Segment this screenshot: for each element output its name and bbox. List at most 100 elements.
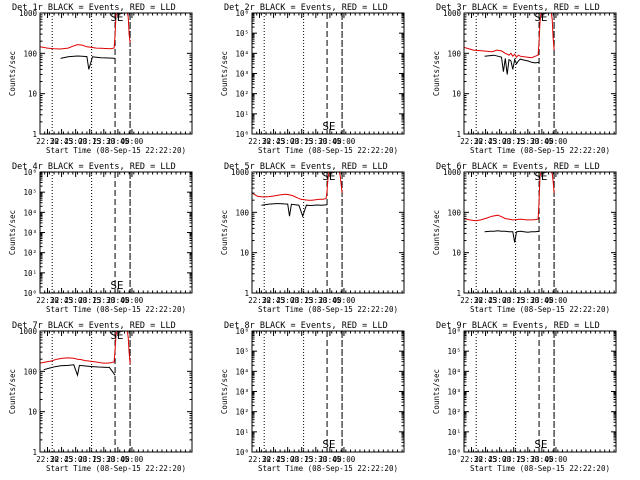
ytick-label: 10¹ — [23, 269, 37, 278]
xtick-label: 22:45 — [474, 455, 497, 464]
ytick-label: 10¹ — [235, 110, 249, 119]
xtick-label: 23:15 — [78, 455, 101, 464]
xtick-label: 00:00 — [333, 455, 356, 464]
ytick-label: 10² — [447, 408, 461, 417]
ytick-label: 10⁴ — [235, 367, 249, 376]
ytick-label: 10⁶ — [235, 9, 249, 18]
ytick-label: 10⁰ — [23, 289, 37, 298]
ytick-label: 10⁰ — [447, 448, 461, 457]
ytick-label: 10⁵ — [447, 347, 461, 356]
series-lld-tail — [338, 172, 343, 194]
xtick-label: 23:30 — [93, 455, 116, 464]
y-axis-label: Counts/sec — [432, 210, 441, 255]
xtick-label: 22:45 — [50, 455, 73, 464]
y-axis-label: Counts/sec — [220, 210, 229, 255]
panel-title: Det 7r BLACK = Events, RED = LLD — [12, 321, 176, 331]
panel-title: Det 4r BLACK = Events, RED = LLD — [12, 162, 176, 172]
ytick-label: 1 — [456, 289, 461, 298]
ytick-label: 10 — [240, 249, 250, 258]
xtick-label: 00:00 — [121, 455, 144, 464]
series-lld-tail — [550, 13, 555, 51]
ytick-label: 1000 — [231, 168, 250, 177]
series-events — [43, 364, 116, 378]
xtick-label: 00:00 — [333, 137, 356, 146]
ytick-label: 100 — [23, 49, 37, 58]
ytick-label: 10¹ — [447, 428, 461, 437]
xtick-label: 23:15 — [78, 296, 101, 305]
series-events — [484, 54, 540, 75]
xtick-label: 22:30 — [248, 296, 271, 305]
series-lld — [464, 13, 543, 59]
ytick-label: 10 — [28, 90, 38, 99]
se-annotation: SE — [322, 170, 335, 183]
ytick-label: 10⁵ — [235, 29, 249, 38]
series-group — [464, 172, 555, 243]
ytick-label: 10² — [23, 249, 37, 258]
panel-title: Det 5r BLACK = Events, RED = LLD — [224, 162, 388, 172]
xtick-label: 23:30 — [305, 455, 328, 464]
xtick-label: 23:45 — [319, 455, 342, 464]
x-axis-label: Start Time (08-Sep-15 22:22:20) — [470, 464, 610, 473]
xtick-label: 23:15 — [502, 137, 525, 146]
ytick-label: 10⁴ — [447, 367, 461, 376]
plot-frame — [463, 171, 617, 294]
y-axis-label: Counts/sec — [220, 51, 229, 96]
x-axis-label: Start Time (08-Sep-15 22:22:20) — [258, 305, 398, 314]
series-lld-tail — [126, 13, 131, 44]
xtick-label: 23:30 — [93, 296, 116, 305]
ytick-label: 100 — [235, 208, 249, 217]
xtick-label: 22:30 — [248, 455, 271, 464]
panel-det-1: Det 1r BLACK = Events, RED = LLD 1 10 100 10… — [8, 3, 193, 155]
ytick-label: 10³ — [447, 388, 461, 397]
xtick-label: 23:45 — [107, 137, 130, 146]
y-axis-label: Counts/sec — [8, 51, 17, 96]
ytick-label: 10 — [452, 249, 462, 258]
y-axis-label: Counts/sec — [432, 369, 441, 414]
plot-frame — [463, 12, 617, 135]
se-annotation: SE — [534, 438, 547, 451]
xtick-label: 23:15 — [290, 137, 313, 146]
xtick-label: 22:45 — [50, 296, 73, 305]
ytick-label: 100 — [23, 367, 37, 376]
xtick-label: 23:30 — [305, 137, 328, 146]
x-axis-label: Start Time (08-Sep-15 22:22:20) — [258, 464, 398, 473]
xtick-label: 23:15 — [290, 296, 313, 305]
series-group — [40, 331, 131, 378]
ytick-label: 1000 — [19, 9, 38, 18]
x-axis-label: Start Time (08-Sep-15 22:22:20) — [470, 146, 610, 155]
xtick-label: 23:00 — [488, 455, 511, 464]
y-axis-label: Counts/sec — [220, 369, 229, 414]
ytick-label: 10 — [28, 408, 38, 417]
ytick-label: 10⁶ — [447, 327, 461, 336]
xtick-label: 23:15 — [502, 296, 525, 305]
xtick-label: 23:15 — [290, 455, 313, 464]
series-group — [252, 172, 343, 218]
xtick-label: 23:00 — [64, 296, 87, 305]
xtick-label: 23:30 — [93, 137, 116, 146]
xtick-label: 00:00 — [121, 137, 144, 146]
panel-det-9: Det 9r BLACK = Events, RED = LLD 10⁰ 10¹ 10… — [432, 321, 617, 473]
ytick-label: 10³ — [235, 388, 249, 397]
xtick-label: 22:30 — [248, 137, 271, 146]
ytick-label: 1000 — [19, 327, 38, 336]
xtick-label: 22:30 — [36, 137, 59, 146]
plot-frame — [251, 171, 405, 294]
xtick-label: 22:45 — [50, 137, 73, 146]
xtick-label: 23:00 — [488, 296, 511, 305]
ytick-label: 10⁵ — [235, 347, 249, 356]
panel-det-7: Det 7r BLACK = Events, RED = LLD 1 10 100 10… — [8, 321, 193, 473]
se-annotation: SE — [534, 170, 547, 183]
xtick-label: 23:00 — [488, 137, 511, 146]
ytick-label: 1 — [32, 130, 37, 139]
x-axis-label: Start Time (08-Sep-15 22:22:20) — [46, 464, 186, 473]
series-events — [484, 230, 540, 243]
panel-title: Det 3r BLACK = Events, RED = LLD — [436, 3, 600, 13]
xtick-label: 23:45 — [531, 296, 554, 305]
x-axis-label: Start Time (08-Sep-15 22:22:20) — [470, 305, 610, 314]
series-lld-tail — [126, 331, 131, 365]
ytick-label: 10⁰ — [235, 448, 249, 457]
ytick-label: 10 — [452, 90, 462, 99]
panel-det-5: Det 5r BLACK = Events, RED = LLD 1 10 100 10… — [220, 162, 405, 314]
xtick-label: 23:45 — [319, 296, 342, 305]
